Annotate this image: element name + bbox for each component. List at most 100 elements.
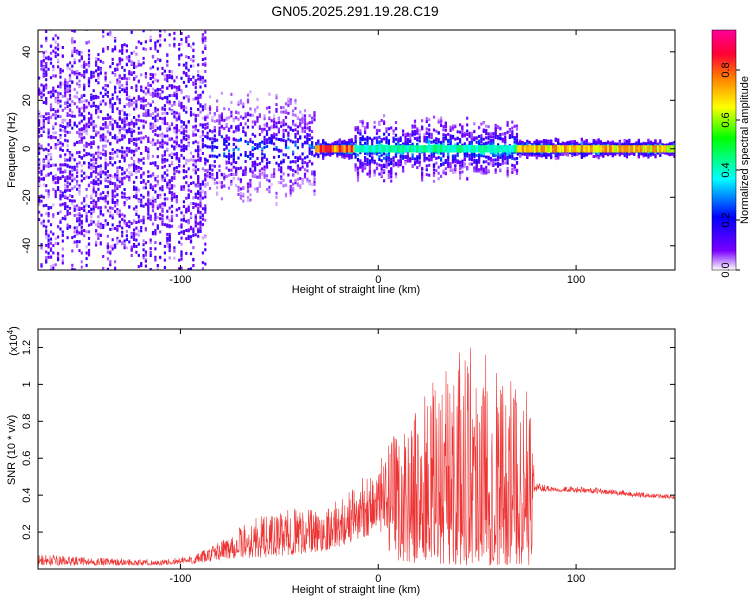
spectrogram-cell <box>220 135 223 139</box>
spectrogram-cell <box>92 158 95 162</box>
spectrogram-cell <box>47 67 50 71</box>
spectrogram-cell <box>482 169 485 173</box>
spectrogram-cell <box>284 153 288 157</box>
spectrogram-cell <box>284 183 288 187</box>
spectrogram-cell <box>38 91 41 95</box>
spectrogram-cell <box>383 152 386 156</box>
spectrogram-cell <box>168 243 171 247</box>
spectrogram-cell <box>352 151 356 155</box>
spectrogram-cell <box>99 59 102 63</box>
spectrogram-cell <box>76 174 79 178</box>
spectrogram-cell <box>128 102 131 106</box>
spectrogram-cell <box>114 73 117 77</box>
spectrogram-cell <box>133 242 136 246</box>
spectrogram-cell <box>194 86 197 90</box>
spectrogram-cell <box>40 14 42 17</box>
spectrogram-cell <box>95 158 98 161</box>
spectrogram-cell <box>218 164 221 168</box>
spectrogram-cell <box>175 198 178 201</box>
spectrogram-cell <box>47 245 50 249</box>
spectrogram-cell <box>506 159 509 163</box>
spectrogram-cell <box>128 98 131 102</box>
spectrogram-cell <box>263 123 266 127</box>
spectrogram-cell <box>76 105 79 109</box>
spectrogram-cell <box>289 179 292 183</box>
spectrogram-cell <box>52 215 55 219</box>
spectrogram-cells <box>38 8 675 297</box>
spectrogram-cell <box>154 258 157 262</box>
spectrogram-cell <box>182 105 185 109</box>
spectrogram-cell <box>468 131 471 135</box>
spectrogram-cell <box>416 127 419 131</box>
spectrogram-cell <box>254 122 257 126</box>
spectrogram-cell <box>497 162 500 166</box>
spectrogram-cell <box>159 294 161 297</box>
spectrogram-cell <box>425 145 429 153</box>
spectrogram-cell <box>178 21 180 24</box>
spectrogram-cell <box>428 163 431 167</box>
spectrogram-cell <box>109 22 111 25</box>
spectrogram-cell <box>85 187 88 191</box>
spectrogram-cell <box>289 165 292 169</box>
spectrogram-cell <box>461 129 464 132</box>
spectrogram-cell <box>42 195 45 199</box>
spectrogram-cell <box>485 155 488 159</box>
spectrogram-cell <box>216 138 219 142</box>
spectrogram-cell <box>263 135 266 139</box>
spectrogram-cell <box>364 165 367 169</box>
spectrogram-cell <box>38 183 41 187</box>
spectrogram-cell <box>52 187 55 191</box>
spectrogram-cell <box>163 69 166 73</box>
spectrogram-cell <box>118 49 121 53</box>
spectrogram-cell <box>90 163 93 167</box>
spectrogram-cell <box>151 65 155 69</box>
spectrogram-cell <box>151 154 155 158</box>
spectrogram-cell <box>140 8 142 11</box>
spectrogram-cell <box>390 126 393 130</box>
spectrogram-cell <box>442 125 445 129</box>
spectrogram-cell <box>350 153 353 157</box>
spectrogram-cell <box>149 72 152 76</box>
spectrogram-cell <box>133 71 136 75</box>
spectrogram-cell <box>111 48 114 52</box>
spectrogram-cell <box>192 83 195 86</box>
spectrogram-cell <box>218 121 221 125</box>
spectrogram-cell <box>83 103 86 107</box>
spectrogram-cell <box>42 221 45 225</box>
spectrogram-cell <box>506 130 509 134</box>
spectrogram-cell <box>59 190 62 193</box>
spectrogram-cell <box>163 203 166 207</box>
spectrogram-cell <box>163 96 166 100</box>
spectrogram-cell <box>66 196 69 200</box>
spectrogram-cell <box>499 127 502 131</box>
spectrogram-cell <box>133 163 136 167</box>
spectrogram-cell <box>254 110 257 114</box>
spectrogram-cell <box>109 177 112 181</box>
spectrogram-cell <box>487 125 490 129</box>
spectrogram-cell <box>366 157 369 161</box>
spectrogram-cell <box>149 183 152 187</box>
spectrogram-cell <box>178 112 181 116</box>
spectrogram-cell <box>121 88 124 92</box>
spectrogram-cell <box>499 137 502 141</box>
spectrogram-cell <box>406 156 409 160</box>
spectrogram-cell <box>428 135 431 139</box>
spectrogram-cell <box>194 79 197 83</box>
spectrogram-cell <box>99 212 102 216</box>
spectrogram-cell <box>506 156 509 160</box>
spectrogram-cell <box>128 171 131 175</box>
spectrogram-cell <box>201 116 204 120</box>
spectrogram-cell <box>242 130 245 134</box>
spectrogram-cell <box>366 141 369 145</box>
spectrogram-cell <box>54 114 57 118</box>
spectrogram-cell <box>111 97 114 100</box>
spectrogram-cell <box>92 142 95 145</box>
spectrogram-cell <box>85 251 88 255</box>
spectrogram-cell <box>397 142 400 146</box>
spectrogram-cell <box>263 153 266 157</box>
spectrogram-cell <box>121 217 124 221</box>
spectrogram-cell <box>204 123 207 127</box>
spectrogram-cell <box>204 63 207 67</box>
spectrogram-cell <box>185 219 188 223</box>
spectrogram-cell <box>232 117 235 121</box>
